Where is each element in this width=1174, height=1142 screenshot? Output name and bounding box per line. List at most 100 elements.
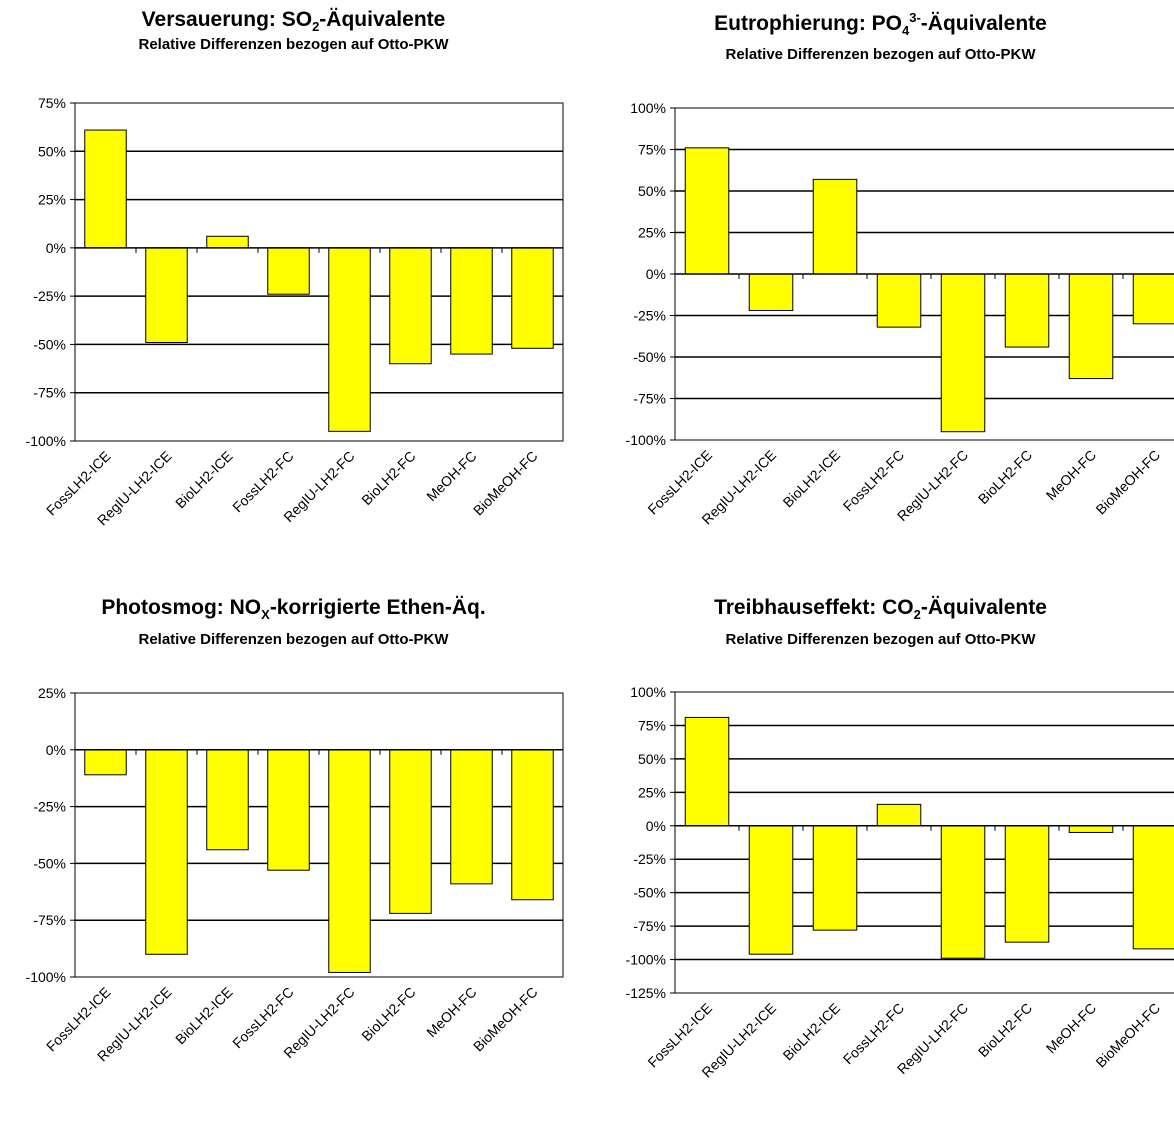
chart-panel-photosmog: Photosmog: NOX-korrigierte Ethen-Äq. Rel…: [0, 571, 587, 1142]
bar: [389, 749, 432, 914]
bar: [145, 749, 188, 955]
bar: [1068, 825, 1114, 833]
bar: [84, 129, 127, 249]
x-tick-label: MeOH-FC: [423, 984, 479, 1040]
x-tick-label: BioLH2-FC: [358, 984, 418, 1044]
chart-plot: 25%0%-25%-50%-75%-100%FossLH2-ICERegIU-L…: [26, 685, 564, 1064]
bar: [1132, 825, 1174, 950]
x-tick-label: BioMeOH-FC: [470, 984, 541, 1055]
chart-plot: 100%75%50%25%0%-25%-50%-75%-100%FossLH2-…: [626, 100, 1174, 527]
x-tick-label: FossLH2-FC: [229, 984, 296, 1051]
y-tick-label: 100%: [630, 684, 666, 700]
chart-title: Eutrophierung: PO43--Äquivalente: [587, 10, 1174, 38]
bar: [940, 273, 986, 433]
bar: [1004, 273, 1050, 348]
bar: [511, 247, 554, 349]
bar: [1068, 273, 1114, 380]
bar: [1132, 273, 1174, 325]
bar: [684, 147, 730, 275]
bar: [206, 749, 249, 851]
chart-title-part: Versauerung: SO: [141, 8, 313, 31]
chart-subtitle: Relative Differenzen bezogen auf Otto-PK…: [138, 631, 449, 648]
bar: [328, 749, 371, 973]
chart-title-part: 2: [312, 19, 320, 35]
bar: [267, 749, 310, 871]
y-tick-label: -100%: [626, 952, 666, 968]
bar: [684, 716, 730, 827]
bar: [812, 178, 858, 275]
y-tick-label: 0%: [646, 818, 666, 834]
chart-title-part: Treibhauseffekt: CO: [714, 596, 914, 619]
x-tick-label: FossLH2-FC: [229, 448, 296, 515]
chart-title-part: 2: [913, 607, 921, 623]
bar: [145, 247, 188, 343]
x-tick-label: BioLH2-ICE: [780, 1000, 844, 1064]
x-tick-label: BioMeOH-FC: [470, 448, 541, 519]
y-tick-label: -50%: [33, 336, 66, 352]
chart-subtitle: Relative Differenzen bezogen auf Otto-PK…: [725, 46, 1036, 63]
y-tick-label: -50%: [33, 855, 66, 871]
x-tick-label: BioMeOH-FC: [1092, 447, 1163, 518]
x-tick-label: MeOH-FC: [1043, 447, 1099, 503]
chart-panel-versauerung: Versauerung: SO2-Äquivalente Relative Di…: [0, 0, 587, 571]
bar: [940, 825, 986, 959]
x-tick-label: MeOH-FC: [423, 448, 479, 504]
y-tick-label: -25%: [33, 288, 66, 304]
x-tick-label: BioMeOH-FC: [1092, 1000, 1163, 1071]
chart-title: Photosmog: NOX-korrigierte Ethen-Äq.: [0, 596, 587, 622]
chart-title-part: 4: [902, 23, 910, 39]
y-tick-label: 75%: [638, 717, 666, 733]
chart-panel-eutrophierung: Eutrophierung: PO43--Äquivalente Relativ…: [587, 0, 1174, 571]
y-tick-label: 75%: [38, 95, 66, 111]
x-tick-label: BioLH2-ICE: [172, 448, 236, 512]
y-tick-label: 0%: [46, 240, 66, 256]
bar: [876, 803, 922, 827]
chart-title-part: -Äquivalente: [920, 12, 1047, 35]
y-tick-label: -50%: [633, 885, 666, 901]
bar: [876, 273, 922, 328]
y-tick-label: 50%: [38, 143, 66, 159]
x-tick-label: BioLH2-ICE: [172, 984, 236, 1048]
bar: [84, 749, 127, 776]
y-tick-label: 0%: [46, 742, 66, 758]
y-tick-label: -75%: [633, 391, 666, 407]
y-tick-label: -25%: [633, 851, 666, 867]
y-tick-label: 50%: [638, 751, 666, 767]
x-tick-label: FossLH2-ICE: [644, 1000, 715, 1071]
y-tick-label: 50%: [638, 183, 666, 199]
x-tick-label: BioLH2-ICE: [780, 447, 844, 511]
y-tick-label: 25%: [638, 225, 666, 241]
chart-title-part: -korrigierte Ethen-Äq.: [269, 596, 486, 619]
y-tick-label: -100%: [26, 433, 66, 449]
chart-panel-treibhauseffekt: Treibhauseffekt: CO2-Äquivalente Relativ…: [587, 571, 1174, 1142]
bar: [511, 749, 554, 901]
y-tick-label: -100%: [26, 969, 66, 985]
x-tick-label: BioLH2-FC: [975, 447, 1035, 507]
bar: [812, 825, 858, 931]
y-tick-label: -75%: [633, 918, 666, 934]
bar: [450, 247, 493, 355]
bar: [389, 247, 432, 365]
y-tick-label: 0%: [646, 266, 666, 282]
y-tick-label: -100%: [626, 432, 666, 448]
x-tick-label: BioLH2-FC: [975, 1000, 1035, 1060]
bar: [267, 247, 310, 295]
chart-title-part: -Äquivalente: [920, 596, 1047, 619]
chart-plot: 75%50%25%0%-25%-50%-75%-100%FossLH2-ICER…: [26, 95, 564, 528]
bar: [748, 825, 794, 955]
chart-subtitle: Relative Differenzen bezogen auf Otto-PK…: [725, 631, 1036, 648]
bar: [206, 235, 249, 249]
x-tick-label: FossLH2-FC: [840, 1000, 907, 1067]
chart-title-part: X: [261, 607, 270, 623]
bar: [748, 273, 794, 312]
chart-title: Versauerung: SO2-Äquivalente: [0, 8, 587, 34]
x-tick-label: MeOH-FC: [1043, 1000, 1099, 1056]
y-tick-label: -25%: [633, 308, 666, 324]
y-tick-label: -25%: [33, 799, 66, 815]
chart-subtitle: Relative Differenzen bezogen auf Otto-PK…: [138, 36, 449, 53]
y-tick-label: -50%: [633, 349, 666, 365]
y-tick-label: -75%: [33, 385, 66, 401]
chart-title-part: Eutrophierung: PO: [714, 12, 902, 35]
chart-title-part: Photosmog: NO: [101, 596, 262, 619]
bar: [1004, 825, 1050, 943]
